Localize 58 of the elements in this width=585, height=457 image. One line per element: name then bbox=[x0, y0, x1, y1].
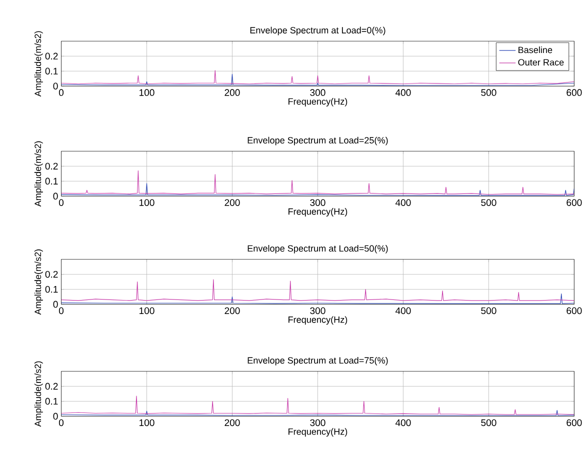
x-axis-title: Frequency(Hz) bbox=[288, 428, 348, 436]
y-axis-title: Amplitude(m/s2) bbox=[34, 141, 43, 206]
legend-label: Outer Race bbox=[518, 58, 564, 66]
x-tick-label: 500 bbox=[481, 419, 496, 426]
x-tick-label: 300 bbox=[310, 199, 326, 206]
x-tick-label: 500 bbox=[481, 199, 496, 206]
x-tick-label: 600 bbox=[566, 307, 582, 314]
x-tick-label: 100 bbox=[140, 88, 154, 96]
x-tick-label: 100 bbox=[140, 199, 154, 206]
y-tick-label: 0 bbox=[53, 82, 58, 90]
x-tick-label: 500 bbox=[481, 307, 496, 314]
y-tick-label: 0 bbox=[53, 300, 58, 308]
line-series bbox=[61, 279, 574, 301]
x-tick-label: 300 bbox=[310, 419, 326, 426]
y-tick-label: 0.1 bbox=[45, 178, 58, 184]
x-tick-label: 500 bbox=[481, 88, 496, 96]
y-tick-label: 0.2 bbox=[45, 52, 58, 60]
x-tick-label: 300 bbox=[310, 88, 326, 96]
x-tick-label: 100 bbox=[140, 419, 154, 426]
chart-title: Envelope Spectrum at Load=50(%) bbox=[248, 244, 388, 254]
x-axis-title: Frequency(Hz) bbox=[288, 316, 348, 324]
chart-title: Envelope Spectrum at Load=25(%) bbox=[248, 136, 388, 146]
x-tick-label: 400 bbox=[395, 419, 411, 426]
line-series bbox=[61, 396, 574, 415]
y-tick-label: 0.2 bbox=[45, 162, 58, 170]
x-tick-label: 0 bbox=[58, 419, 64, 426]
y-axis-title: Amplitude(m/s2) bbox=[34, 361, 43, 427]
x-tick-label: 100 bbox=[140, 307, 154, 314]
chart-title: Envelope Spectrum at Load=75(%) bbox=[248, 356, 388, 366]
x-tick-label: 400 bbox=[395, 307, 411, 314]
x-tick-label: 300 bbox=[310, 307, 326, 314]
legend-label: Baseline bbox=[518, 46, 552, 53]
x-tick-label: 600 bbox=[566, 419, 582, 426]
x-tick-label: 400 bbox=[395, 88, 411, 96]
x-axis-title: Frequency(Hz) bbox=[288, 208, 348, 216]
x-tick-label: 0 bbox=[58, 88, 64, 96]
x-tick-label: 200 bbox=[224, 307, 240, 314]
x-tick-label: 200 bbox=[224, 199, 240, 206]
x-tick-label: 0 bbox=[58, 307, 64, 314]
y-tick-label: 0.2 bbox=[45, 270, 58, 278]
x-tick-label: 600 bbox=[566, 88, 582, 96]
y-tick-label: 0 bbox=[53, 412, 58, 420]
y-tick-label: 0.1 bbox=[45, 286, 58, 292]
y-axis-title: Amplitude(m/s2) bbox=[34, 31, 43, 96]
y-tick-label: 0.1 bbox=[45, 68, 58, 74]
line-series bbox=[61, 70, 574, 84]
y-tick-label: 0.1 bbox=[45, 398, 58, 404]
y-tick-label: 0 bbox=[53, 192, 58, 200]
y-tick-label: 0.2 bbox=[45, 382, 58, 390]
x-axis-title: Frequency(Hz) bbox=[288, 98, 348, 106]
y-axis-title: Amplitude(m/s2) bbox=[34, 249, 43, 315]
x-tick-label: 200 bbox=[224, 419, 240, 426]
x-tick-label: 200 bbox=[224, 88, 240, 96]
x-tick-label: 600 bbox=[566, 199, 582, 206]
line-series bbox=[61, 170, 574, 194]
x-tick-label: 400 bbox=[395, 199, 411, 206]
x-tick-label: 0 bbox=[58, 199, 64, 206]
chart-title: Envelope Spectrum at Load=0(%) bbox=[250, 26, 386, 36]
